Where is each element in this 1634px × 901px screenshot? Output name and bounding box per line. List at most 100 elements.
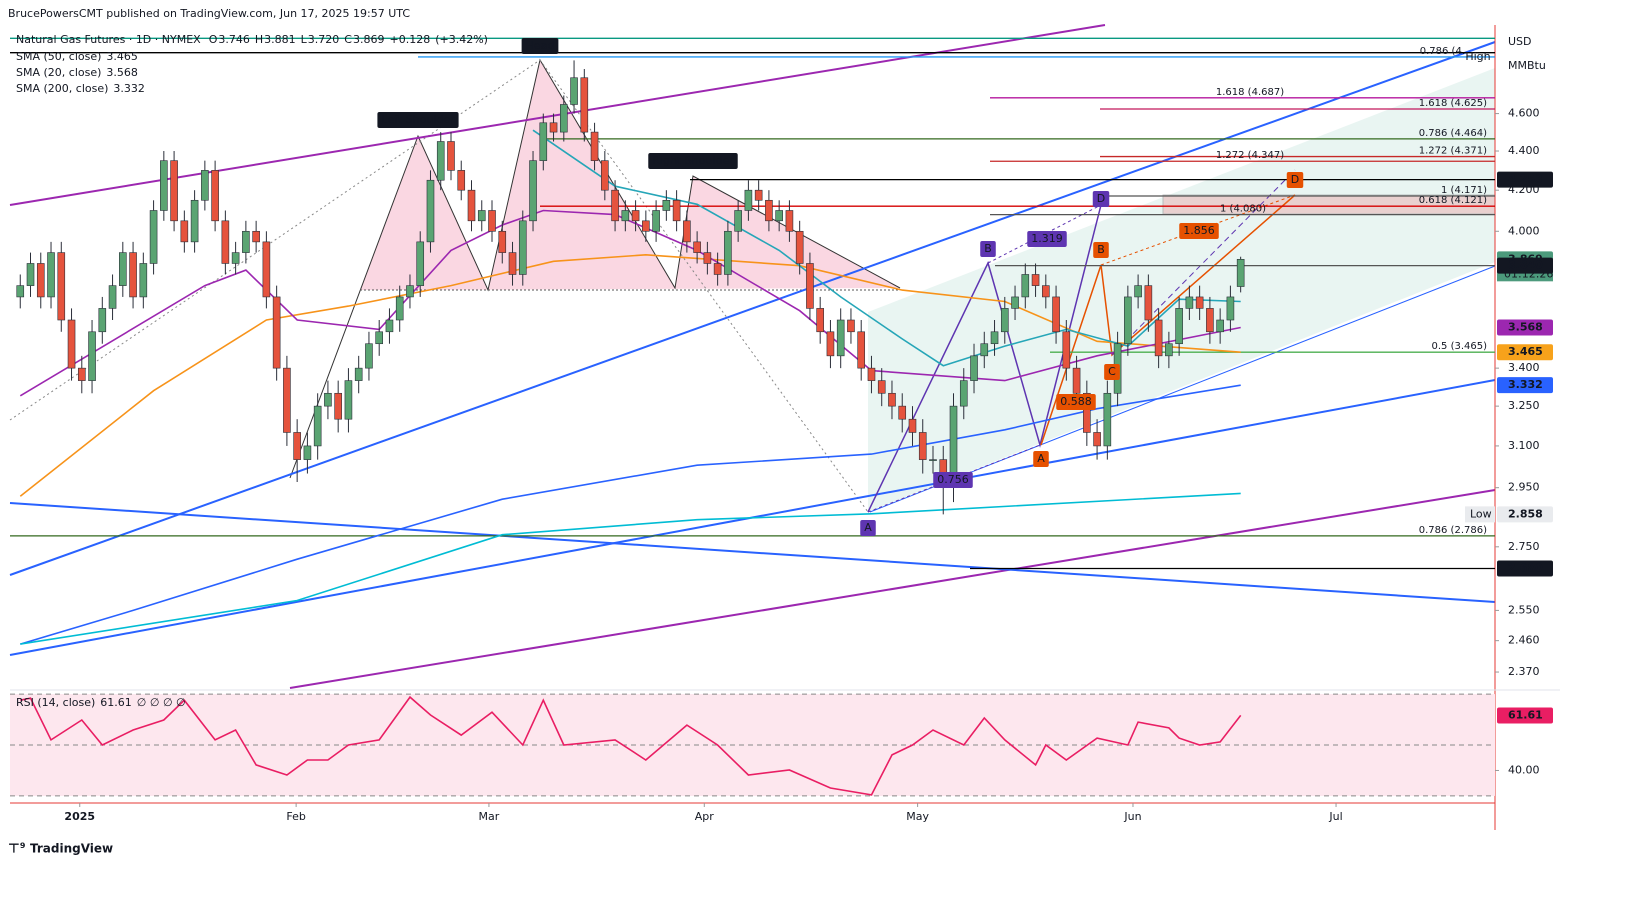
candle-body: [324, 392, 332, 407]
candle-body: [272, 296, 281, 369]
legend-value: 3.465: [106, 50, 138, 63]
candle-body: [477, 210, 486, 222]
candle-body: [990, 331, 999, 345]
price-badge-label: 2.680: [1508, 562, 1543, 575]
fib-label: 0.786 (4.464): [1419, 128, 1487, 139]
candle-body: [88, 331, 96, 381]
candle-body: [898, 405, 907, 420]
annotation: 1.856: [1179, 223, 1219, 239]
x-tick-label: 2025: [64, 810, 95, 823]
annotation-label: 0.588: [1060, 395, 1092, 408]
candle-body: [549, 122, 558, 133]
candle-body: [1185, 296, 1194, 309]
candle-body: [734, 210, 742, 232]
candle-body: [795, 230, 804, 264]
candle-body: [467, 189, 476, 222]
annotation-label: B: [984, 242, 992, 255]
candle-body: [1216, 319, 1224, 333]
trendline: [9, 502, 1496, 603]
quote-name: L: [301, 33, 308, 46]
candle-body: [703, 252, 712, 264]
candle-body: [1052, 296, 1060, 333]
candle-body: [970, 355, 978, 381]
annotation-box: [1179, 223, 1219, 239]
candle-body: [1124, 296, 1132, 345]
candle-body: [1144, 285, 1153, 321]
quote-value: 3.720: [308, 33, 340, 46]
abcd-pattern: [867, 204, 1102, 513]
candle-body: [344, 380, 353, 420]
y-tick-label: 2.460: [1508, 634, 1540, 647]
candle-body: [67, 319, 76, 369]
moving-average: [532, 129, 1241, 367]
candle-body: [672, 199, 681, 222]
price-badge-label: 3.840: [1508, 259, 1543, 272]
legend-name: SMA (20, close): [16, 66, 101, 79]
price-badge: [1497, 377, 1553, 394]
candle-body: [16, 285, 25, 298]
rsi-value: 61.61: [100, 696, 132, 709]
candle-body: [293, 432, 301, 460]
candle-body: [201, 170, 209, 201]
fib-label: 0.5 (3.465): [1431, 341, 1487, 352]
candle-body: [683, 220, 691, 243]
annotation-box: [1033, 451, 1049, 467]
candle-body: [888, 392, 896, 407]
annotation-label: Left Shoulder: [381, 113, 455, 126]
annotation-label: B: [1097, 243, 1105, 256]
candle-body: [785, 210, 794, 232]
candle-body: [1062, 331, 1071, 369]
annotation: C: [1104, 364, 1120, 380]
rsi-badge-label: 61.61: [1508, 708, 1543, 721]
candle-body: [529, 160, 537, 222]
fib-label: 1.272 (4.347): [1216, 150, 1284, 161]
x-tick-label: Feb: [286, 810, 305, 823]
annotation: 1.319: [1027, 231, 1067, 247]
candle-body: [631, 210, 640, 222]
candle-body: [334, 392, 342, 420]
candle-body: [918, 432, 927, 460]
candle-body: [313, 405, 322, 447]
candle-body: [129, 252, 137, 298]
candle-body: [980, 343, 989, 357]
candle-body: [836, 319, 845, 357]
annotation-box: [860, 520, 876, 536]
currency: USD: [1508, 35, 1532, 48]
candle-body: [877, 380, 886, 394]
candle-body: [929, 459, 937, 461]
candle-body: [1195, 296, 1204, 309]
candle-body: [775, 210, 783, 222]
legend-name: SMA (50, close): [16, 50, 101, 63]
candle-body: [149, 210, 158, 264]
candle-body: [959, 380, 968, 407]
candle-body: [426, 179, 435, 243]
quote-name: H: [255, 33, 263, 46]
candle-body: [57, 252, 66, 321]
candle-body: [1165, 343, 1173, 357]
brand-logo: ⊤⁹: [8, 842, 26, 857]
candle-body: [231, 252, 240, 264]
quote-value: 3.746: [218, 33, 250, 46]
x-tick-label: Mar: [479, 810, 500, 823]
annotation-box: [648, 153, 738, 169]
annotation-box: [1056, 394, 1096, 410]
quote-name: O: [209, 33, 218, 46]
annotation: B: [980, 241, 996, 257]
rsi-line: [20, 695, 1242, 796]
y-tick-label: 40.00: [1508, 763, 1540, 776]
candle-body: [119, 252, 127, 286]
candle-body: [457, 170, 466, 191]
candle-body: [1206, 308, 1214, 333]
rsi-extra: ∅ ∅ ∅ ∅: [137, 696, 186, 709]
candle-body: [1011, 296, 1019, 309]
trendline: [869, 265, 1496, 513]
x-tick-label: Jul: [1328, 810, 1342, 823]
y-tick-label: 2.370: [1508, 665, 1540, 678]
candle-body: [77, 367, 86, 381]
candle-body: [416, 241, 425, 286]
chart-title: Natural Gas Futures · 1D · NYMEX: [16, 33, 201, 46]
dotted-line: [9, 59, 541, 421]
price-badge: [1497, 344, 1553, 361]
